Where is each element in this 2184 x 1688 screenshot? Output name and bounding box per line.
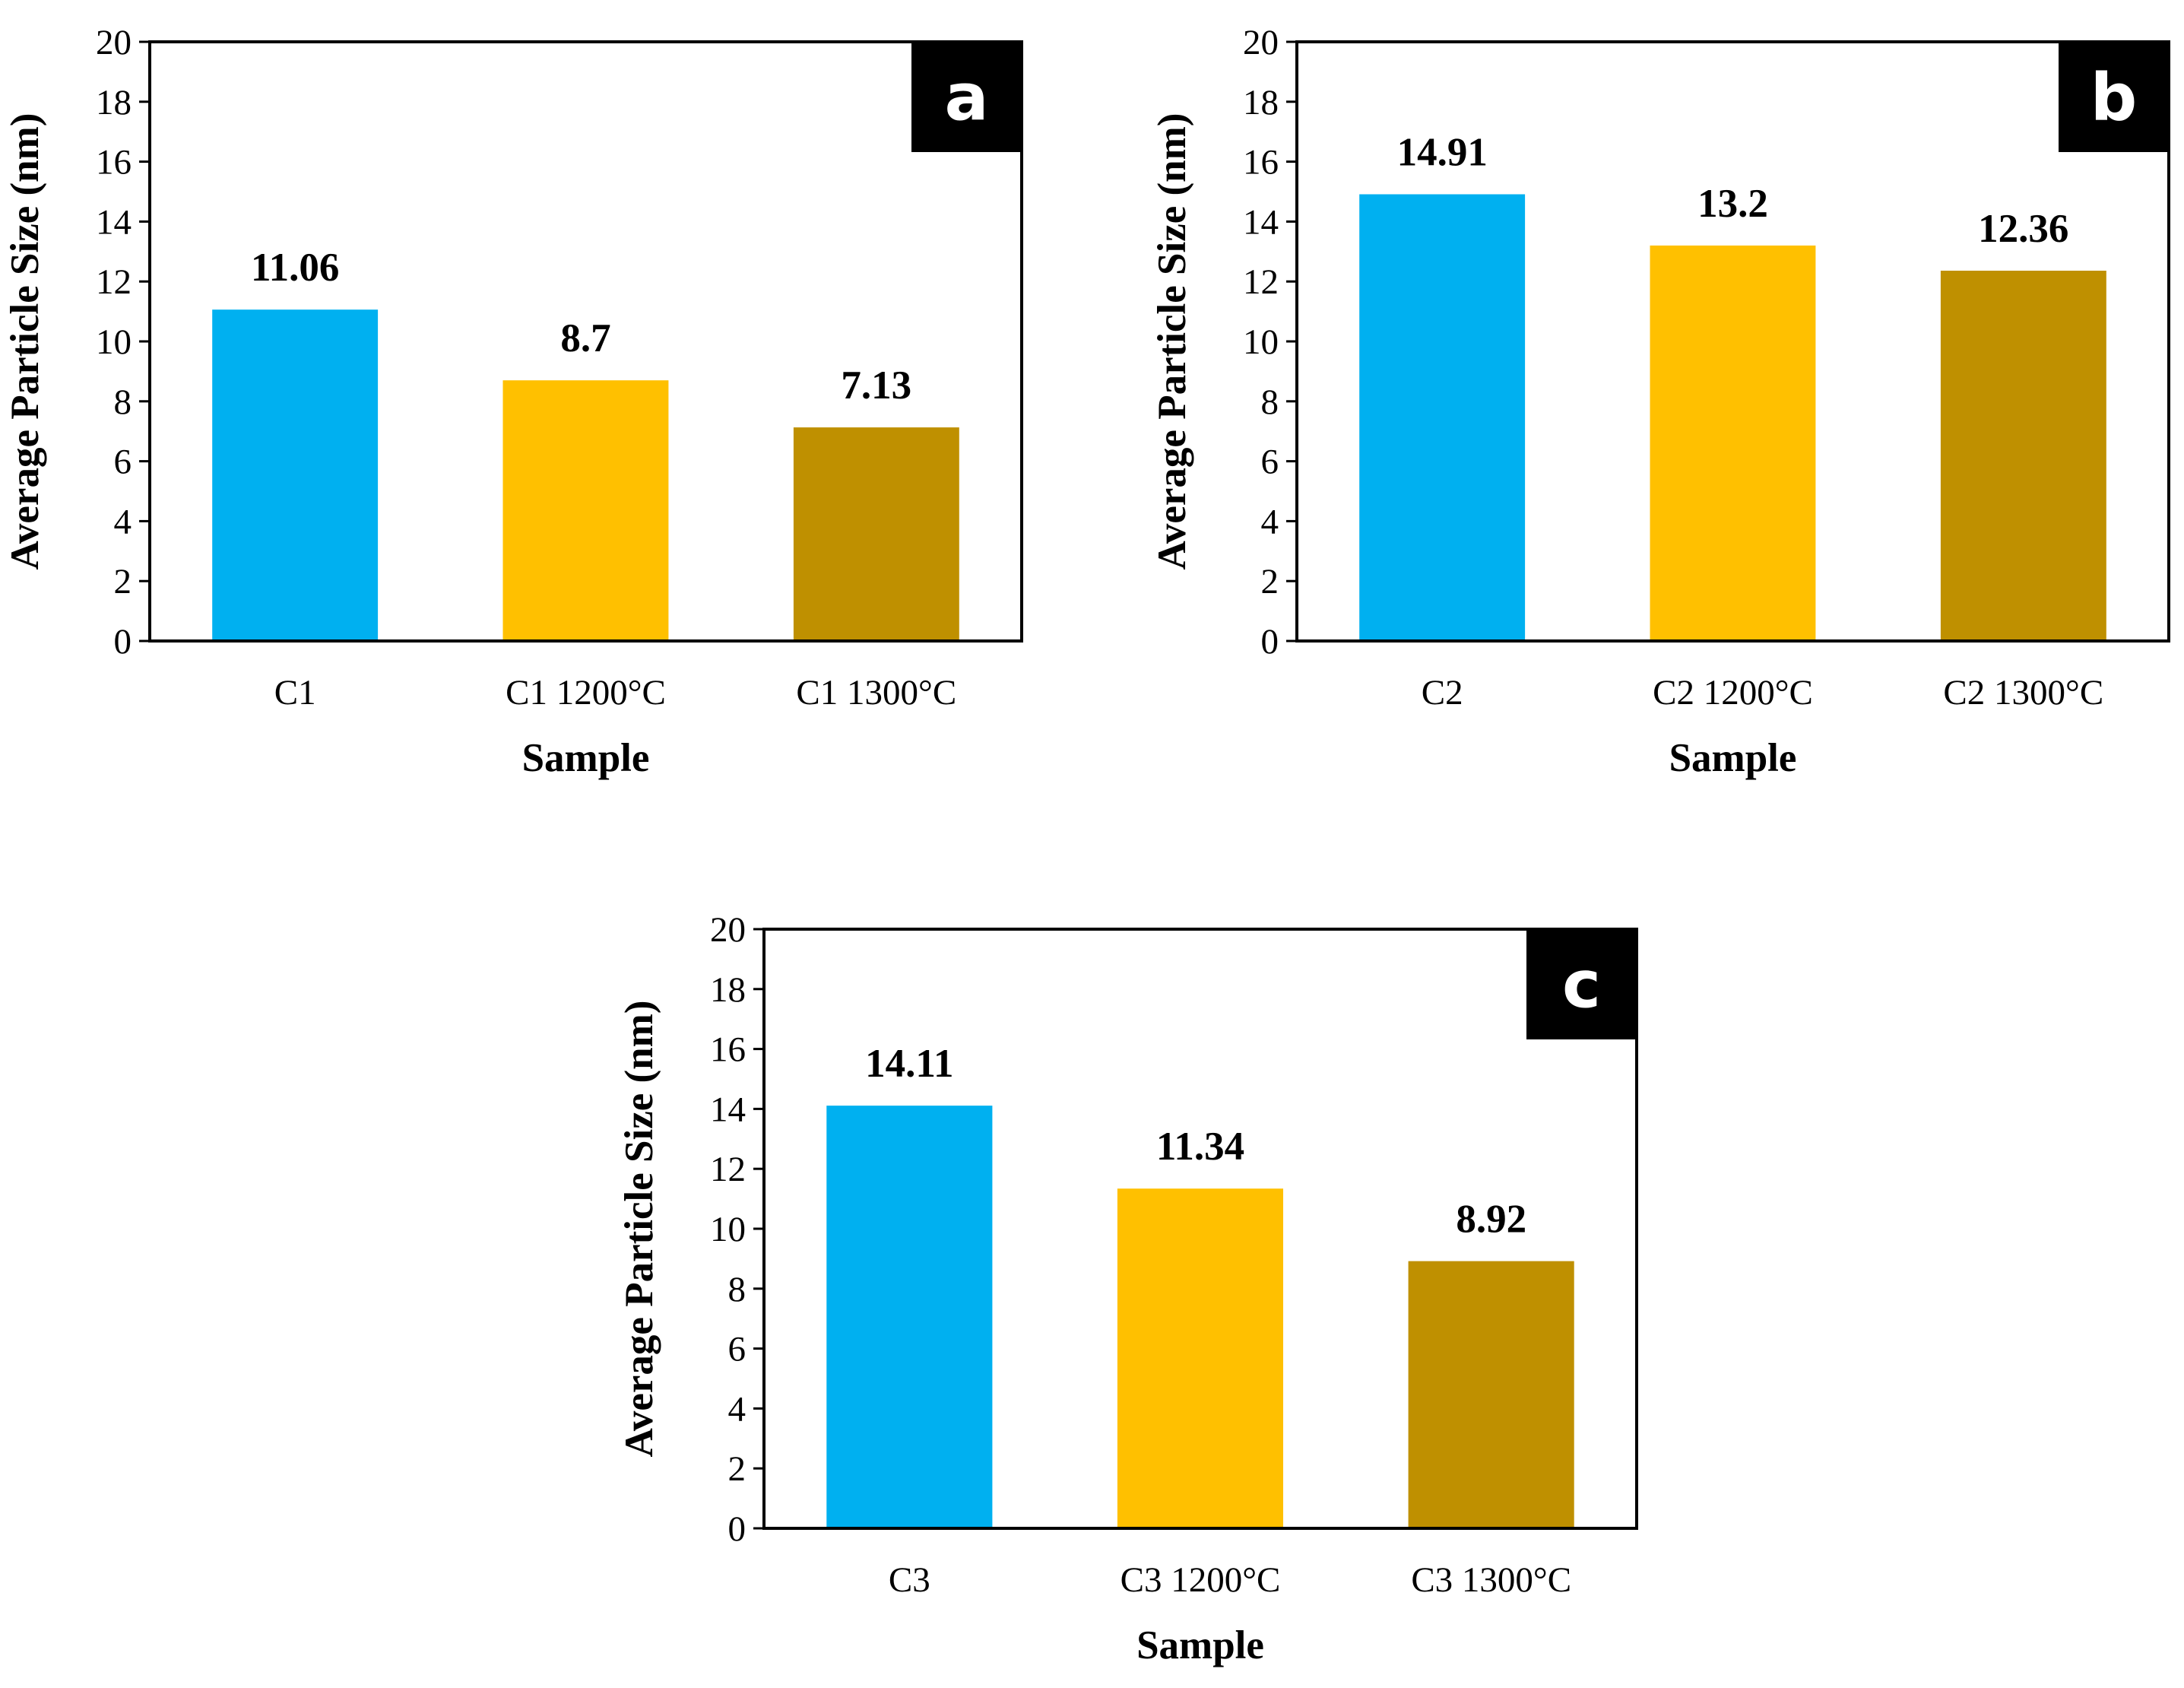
chart-panel-b: 14.91 C2 13.2 C2 1200°C 12.36 C2 1300°C 0 2 4 6 8 1… [1150, 23, 2170, 780]
y-tick-label-18: 18 [710, 970, 746, 1010]
y-tick-label-18: 18 [96, 83, 132, 122]
y-tick-label-14: 14 [1243, 202, 1279, 242]
y-tick-label-4: 4 [1261, 502, 1279, 541]
y-tick-label-12: 12 [710, 1150, 746, 1189]
y-tick-label-0: 0 [1261, 622, 1279, 662]
bar-1 [1359, 194, 1526, 641]
y-tick-label-8: 8 [1261, 382, 1279, 422]
y-tick-label-10: 10 [1243, 322, 1279, 362]
x-axis-title: Sample [522, 736, 650, 780]
bar-2 [1650, 245, 1816, 641]
y-tick-label-6: 6 [728, 1330, 746, 1369]
x-tick-label-1: C3 [889, 1560, 930, 1600]
y-tick-label-18: 18 [1243, 83, 1279, 122]
x-tick-label-3: C3 1300°C [1411, 1560, 1571, 1600]
panel-letter: c [1562, 947, 1601, 1023]
bar-3 [1408, 1261, 1574, 1528]
y-tick-label-20: 20 [710, 910, 746, 950]
panel-letter: a [944, 60, 988, 136]
y-tick-label-14: 14 [96, 202, 132, 242]
chart-panel-c: 14.11 C3 11.34 C3 1200°C 8.92 C3 1300°C 0 2 4 6 8 1… [617, 910, 1638, 1667]
y-tick-label-12: 12 [96, 262, 132, 302]
data-label-1: 11.06 [251, 246, 339, 290]
y-tick-label-8: 8 [728, 1270, 746, 1309]
data-label-3: 8.92 [1456, 1198, 1526, 1242]
bar-2 [1117, 1188, 1283, 1528]
bar-3 [793, 427, 959, 641]
data-label-3: 12.36 [1978, 207, 2068, 251]
x-tick-label-2: C3 1200°C [1121, 1560, 1281, 1600]
panel-letter-box [2059, 42, 2169, 152]
y-tick-label-14: 14 [710, 1090, 746, 1129]
y-tick-label-10: 10 [710, 1210, 746, 1249]
y-tick-label-2: 2 [728, 1449, 746, 1489]
bar-3 [1940, 271, 2106, 641]
panel-letter: b [2090, 60, 2138, 136]
y-tick-label-6: 6 [1261, 443, 1279, 482]
data-label-3: 7.13 [841, 363, 911, 408]
y-tick-label-4: 4 [728, 1389, 746, 1429]
panel-letter-box [911, 42, 1022, 152]
x-tick-label-1: C1 [274, 673, 316, 712]
y-tick-label-6: 6 [114, 443, 132, 482]
y-tick-label-2: 2 [114, 562, 132, 601]
y-axis-title: Average Particle Size (nm) [3, 113, 47, 570]
x-tick-label-2: C2 1200°C [1653, 673, 1813, 712]
x-tick-label-1: C2 [1422, 673, 1463, 712]
panel-letter-box [1526, 929, 1637, 1039]
bar-2 [502, 380, 669, 641]
data-label-2: 13.2 [1697, 182, 1768, 226]
y-tick-label-0: 0 [728, 1509, 746, 1549]
y-tick-label-2: 2 [1261, 562, 1279, 601]
x-tick-label-3: C2 1300°C [1943, 673, 2103, 712]
y-tick-label-4: 4 [114, 502, 132, 541]
data-label-1: 14.91 [1397, 131, 1488, 175]
y-tick-label-0: 0 [114, 622, 132, 662]
y-tick-label-16: 16 [96, 143, 132, 182]
y-axis-title: Average Particle Size (nm) [617, 1001, 661, 1458]
data-label-2: 11.34 [1156, 1125, 1244, 1169]
y-tick-label-16: 16 [1243, 143, 1279, 182]
y-tick-label-20: 20 [96, 23, 132, 62]
chart-panel-a: 11.06 C1 8.7 C1 1200°C 7.13 C1 1300°C 0 2 4 6 8 10 1… [3, 23, 1023, 780]
y-tick-label-8: 8 [114, 382, 132, 422]
y-tick-label-20: 20 [1243, 23, 1279, 62]
bar-1 [826, 1106, 993, 1528]
x-axis-title: Sample [1136, 1623, 1264, 1667]
x-tick-label-3: C1 1300°C [796, 673, 956, 712]
data-label-2: 8.7 [560, 316, 610, 360]
y-tick-label-12: 12 [1243, 262, 1279, 302]
data-label-1: 14.11 [865, 1042, 953, 1086]
x-tick-label-2: C1 1200°C [506, 673, 666, 712]
x-axis-title: Sample [1669, 736, 1797, 780]
y-axis-title: Average Particle Size (nm) [1150, 113, 1194, 570]
y-tick-label-10: 10 [96, 322, 132, 362]
y-tick-label-16: 16 [710, 1030, 746, 1070]
bar-1 [212, 309, 379, 641]
